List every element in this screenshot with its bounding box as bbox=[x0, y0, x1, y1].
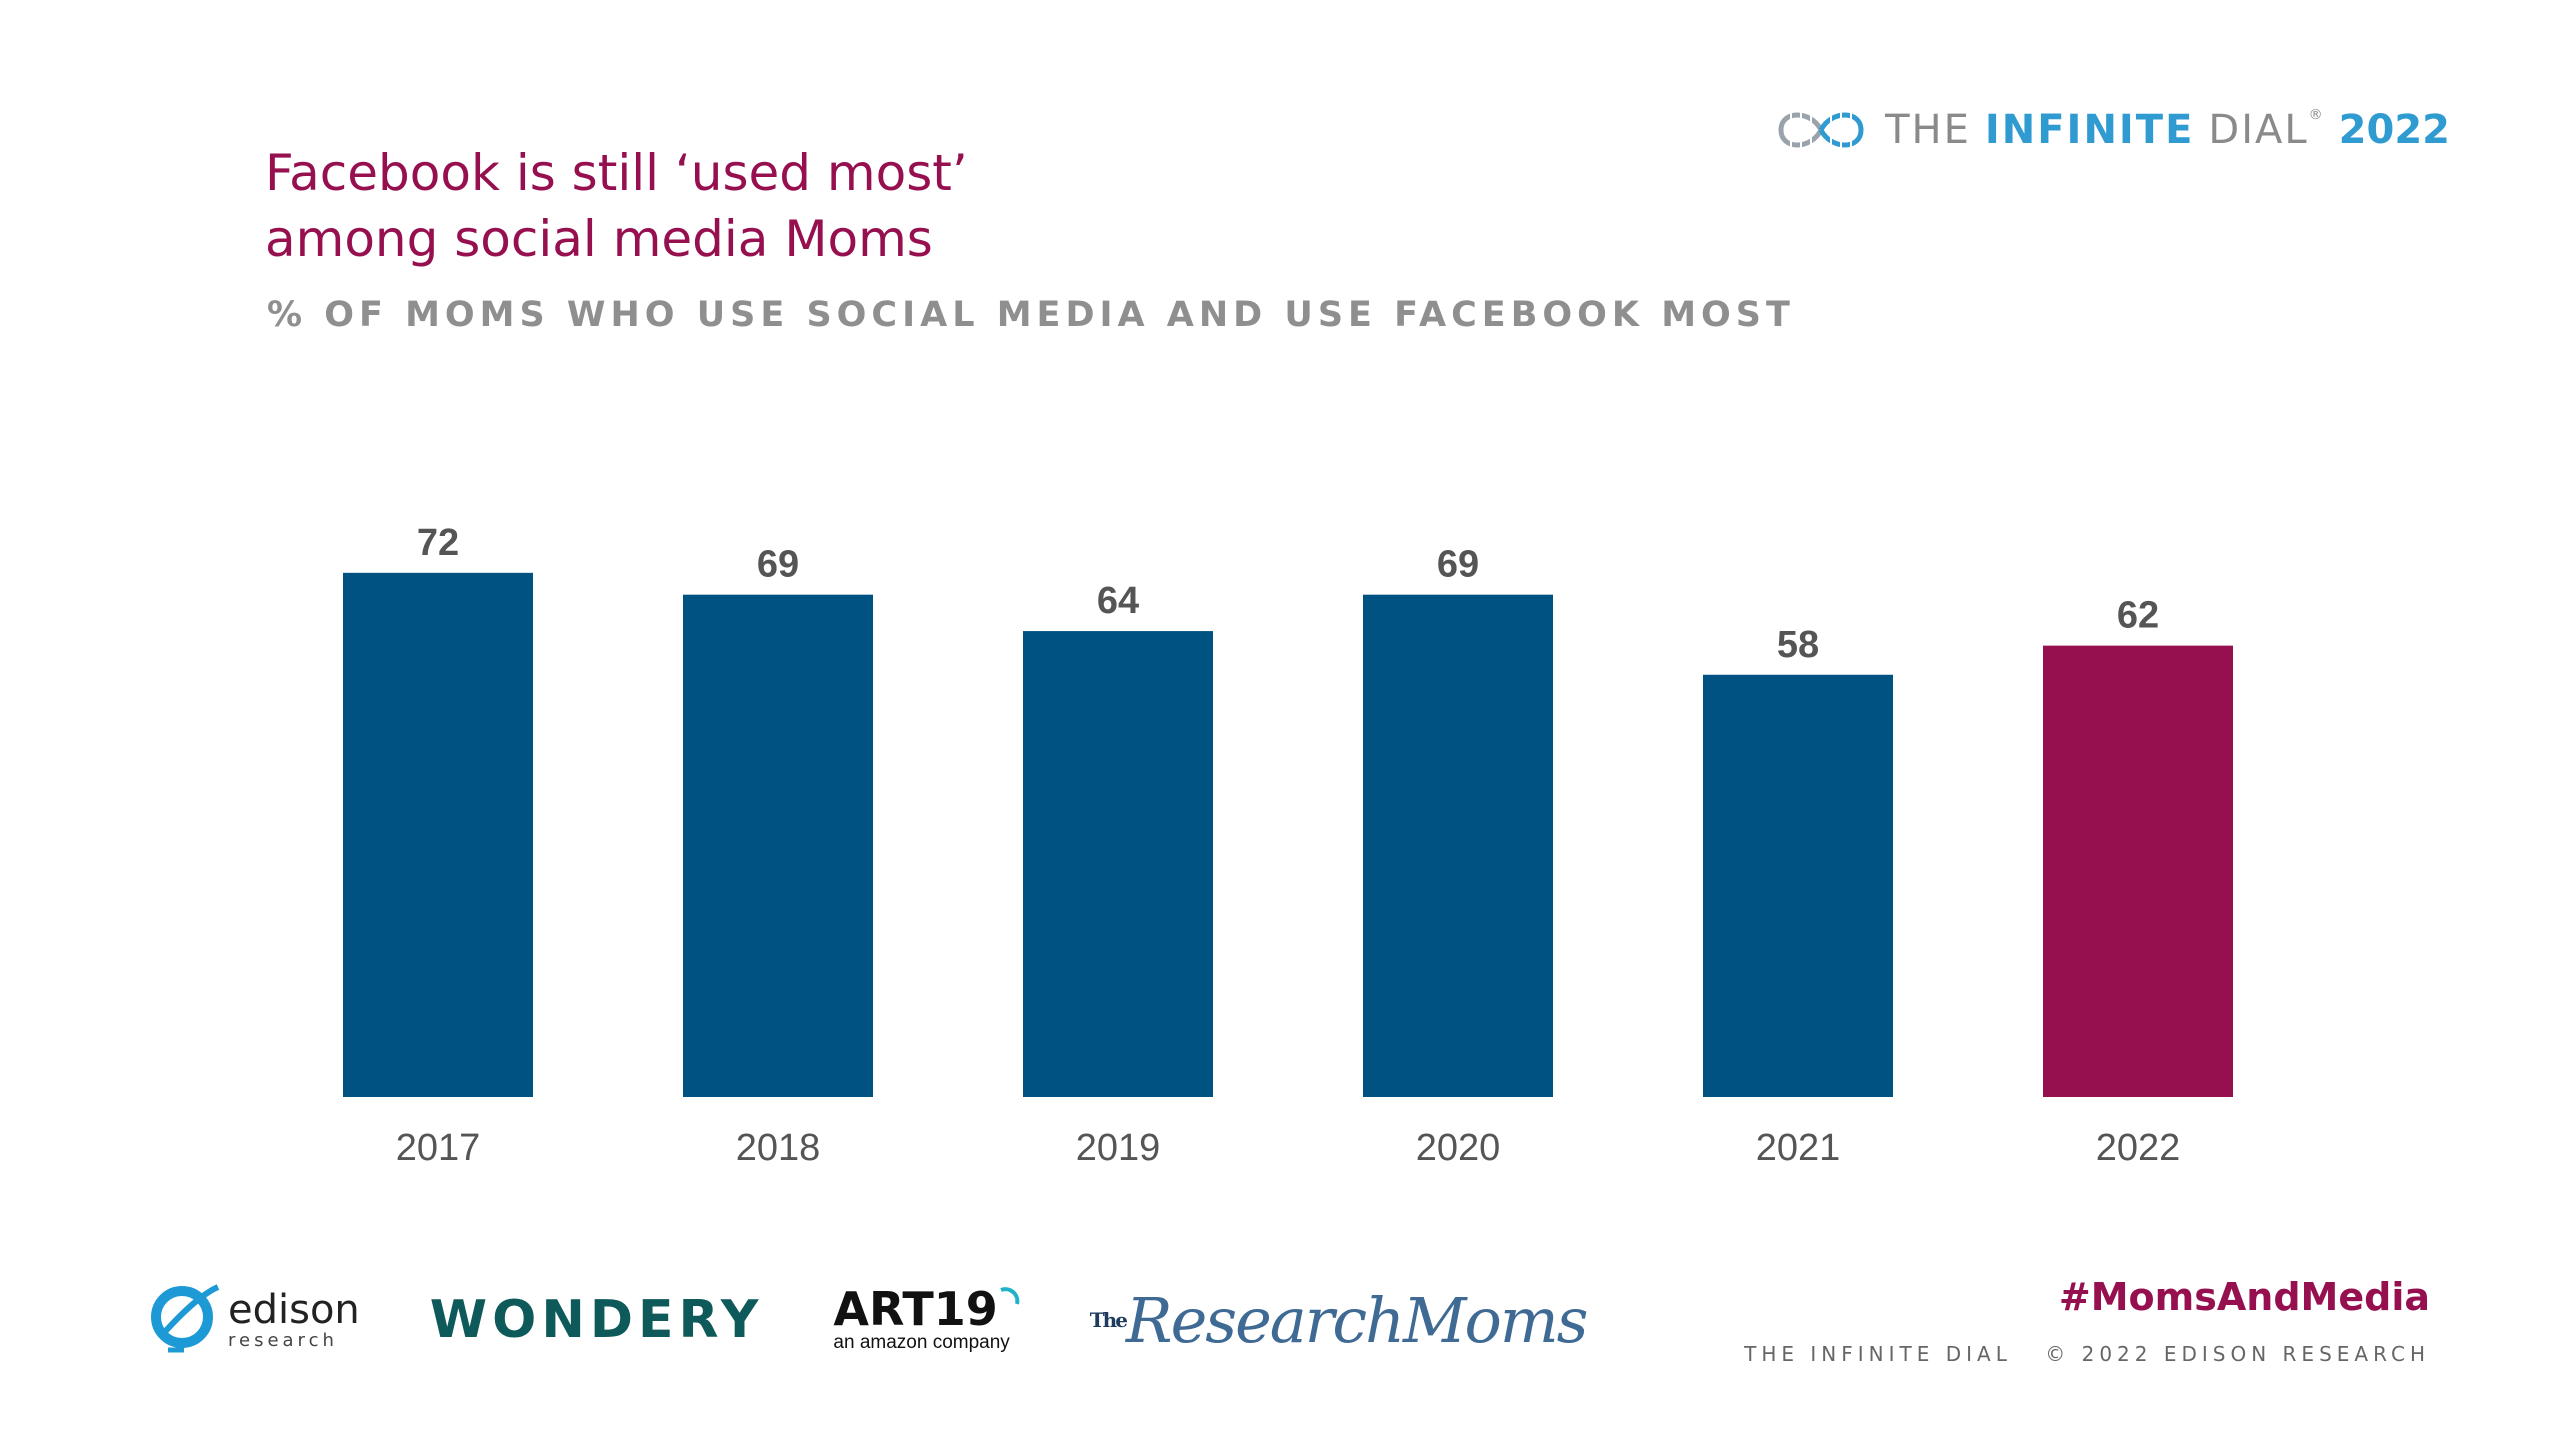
x-tick-label-2021: 2021 bbox=[1756, 1127, 1841, 1169]
data-label-2019: 64 bbox=[1097, 580, 1139, 622]
bar-2021 bbox=[1703, 674, 1893, 1097]
x-tick-label-2019: 2019 bbox=[1076, 1127, 1161, 1169]
edison-sub: research bbox=[228, 1329, 338, 1351]
x-tick-label-2017: 2017 bbox=[396, 1127, 481, 1169]
edison-word: edison bbox=[228, 1286, 360, 1333]
copyright-right: © 2022 EDISON RESEARCH bbox=[2045, 1342, 2430, 1366]
bar-2019 bbox=[1023, 631, 1213, 1097]
copyright-left: THE INFINITE DIAL bbox=[1744, 1342, 2012, 1366]
brand-the: THE bbox=[1885, 107, 1971, 153]
data-label-2021: 58 bbox=[1777, 624, 1819, 666]
art19-logo: ART19 an amazon company bbox=[833, 1282, 1020, 1354]
chart-subtitle: % OF MOMS WHO USE SOCIAL MEDIA AND USE F… bbox=[267, 295, 1795, 335]
art19-word: ART19 bbox=[833, 1282, 998, 1336]
copyright: THE INFINITE DIAL © 2022 EDISON RESEARCH bbox=[1722, 1342, 2430, 1366]
data-label-2020: 69 bbox=[1437, 544, 1479, 586]
page-title: Facebook is still ‘used most’ among soci… bbox=[265, 140, 1565, 272]
brand-infinite: INFINITE bbox=[1984, 107, 2195, 153]
bar-2022 bbox=[2043, 645, 2233, 1097]
edison-research-logo: edison research bbox=[150, 1275, 360, 1365]
bar-2020 bbox=[1363, 594, 1553, 1097]
wondery-logo: WONDERY bbox=[429, 1290, 764, 1350]
x-tick-label-2020: 2020 bbox=[1416, 1127, 1501, 1169]
research-moms-word: ResearchMoms bbox=[1125, 1283, 1589, 1357]
x-tick-label-2022: 2022 bbox=[2096, 1127, 2181, 1169]
data-label-2017: 72 bbox=[417, 522, 459, 564]
data-label-2022: 62 bbox=[2117, 595, 2159, 637]
x-tick-label-2018: 2018 bbox=[736, 1127, 821, 1169]
brand-dial: DIAL® bbox=[2208, 107, 2324, 153]
hashtag: #MomsAndMedia bbox=[2058, 1275, 2430, 1319]
infinite-dial-brand: THE INFINITE DIAL® 2022 bbox=[1771, 100, 2450, 160]
brand-registered: ® bbox=[2308, 107, 2325, 123]
brand-year: 2022 bbox=[2338, 107, 2450, 153]
research-moms-the: The bbox=[1089, 1308, 1128, 1332]
infinity-icon bbox=[1778, 108, 1864, 152]
bar-2018 bbox=[683, 594, 873, 1097]
title-line-2: among social media Moms bbox=[265, 210, 933, 268]
edison-swirl-icon bbox=[151, 1284, 220, 1353]
bar-chart: 72 2017 69 2018 64 2019 69 2020 58 2021 62 2022 bbox=[343, 522, 2233, 1169]
art19-sub: an amazon company bbox=[833, 1332, 1010, 1353]
title-line-1: Facebook is still ‘used most’ bbox=[265, 144, 968, 202]
bar-2017 bbox=[343, 572, 533, 1097]
brand-dial-word: DIAL bbox=[2208, 107, 2309, 153]
partner-logos: edison research WONDERY ART19 an amazon … bbox=[150, 1255, 1589, 1385]
data-label-2018: 69 bbox=[757, 544, 799, 586]
art19-arc-icon bbox=[1000, 1287, 1020, 1305]
research-moms-logo: The ResearchMoms bbox=[1089, 1283, 1589, 1357]
